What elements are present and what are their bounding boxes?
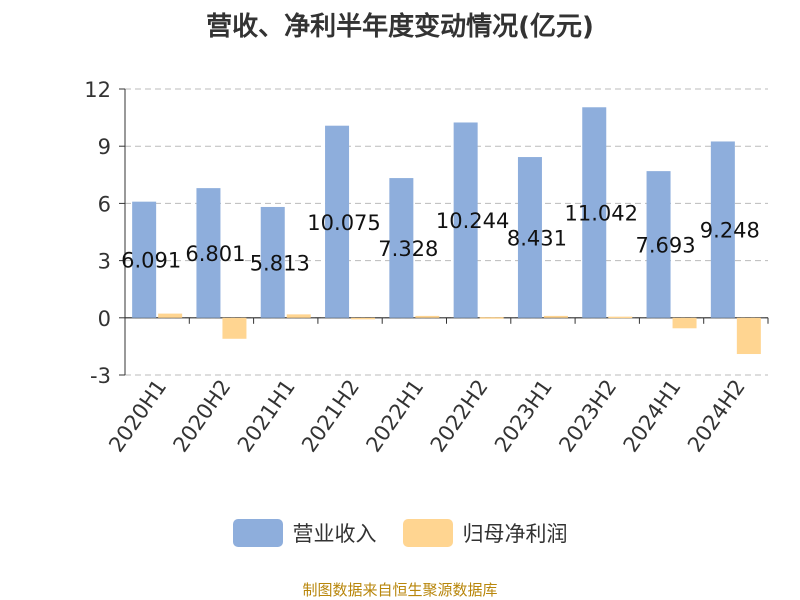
data-label: 5.813: [250, 251, 310, 275]
legend: 营业收入 归母净利润: [0, 518, 800, 548]
bar-net-profit: [222, 317, 247, 339]
y-tick-label: 12: [84, 78, 111, 102]
bar-revenue: [517, 157, 542, 318]
legend-item[interactable]: 营业收入: [232, 518, 377, 548]
data-label: 8.431: [507, 226, 567, 250]
data-label: 7.328: [378, 237, 438, 261]
x-tick-label: 2020H2: [169, 375, 236, 456]
bar-revenue: [260, 206, 285, 318]
bar-net-profit: [672, 317, 697, 329]
y-tick-label: 6: [98, 192, 111, 216]
legend-label: 归母净利润: [462, 522, 568, 546]
data-label: 10.244: [436, 209, 509, 233]
x-tick-label: 2021H1: [233, 375, 300, 456]
bar-net-profit: [736, 317, 761, 355]
x-tick-label: 2024H2: [683, 375, 750, 456]
x-tick-label: 2020H1: [104, 375, 171, 456]
y-tick-label: -3: [90, 364, 111, 388]
x-tick-label: 2021H2: [297, 375, 364, 456]
data-label: 7.693: [635, 233, 695, 257]
bar-net-profit: [351, 317, 376, 320]
chart-title: 营收、净利半年度变动情况(亿元): [206, 12, 594, 42]
bar-revenue: [325, 125, 350, 318]
bar-revenue: [453, 122, 478, 318]
y-tick-label: 0: [98, 307, 111, 331]
legend-label: 营业收入: [292, 522, 377, 546]
bar-revenue: [132, 201, 157, 318]
legend-swatch: [232, 519, 283, 547]
data-label: 10.075: [307, 211, 380, 235]
data-label: 6.801: [185, 242, 245, 266]
x-tick-label: 2022H1: [361, 375, 428, 456]
bar-net-profit: [415, 315, 440, 318]
bars: [132, 107, 761, 355]
x-tick-label: 2024H1: [619, 375, 686, 456]
x-tick-label: 2022H2: [426, 375, 493, 456]
bar-revenue: [582, 107, 607, 318]
y-tick-label: 3: [98, 250, 111, 274]
x-tick-label: 2023H2: [554, 375, 621, 456]
bar-net-profit: [286, 314, 311, 318]
bar-net-profit: [479, 317, 504, 319]
data-label: 9.248: [700, 219, 760, 243]
bar-revenue: [646, 171, 671, 318]
y-tick-label: 9: [98, 135, 111, 159]
bar-revenue: [389, 178, 414, 318]
bar-net-profit: [543, 315, 568, 318]
source-note: 制图数据来自恒生聚源数据库: [302, 581, 498, 599]
bar-net-profit: [608, 316, 633, 319]
bar-net-profit: [158, 313, 183, 318]
bar-revenue: [710, 141, 735, 318]
data-label: 6.091: [121, 249, 181, 273]
data-label: 11.042: [565, 202, 638, 226]
bar-revenue: [196, 188, 221, 318]
legend-item[interactable]: 归母净利润: [402, 518, 568, 548]
x-tick-label: 2023H1: [490, 375, 557, 456]
legend-swatch: [402, 519, 453, 547]
